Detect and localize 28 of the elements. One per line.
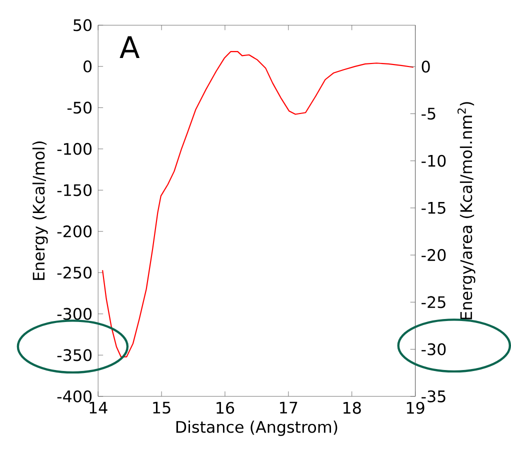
x-tick-label: 14 bbox=[90, 402, 108, 414]
y2-tick-label: -35 bbox=[422, 390, 446, 402]
y2-tick-label: -5 bbox=[422, 108, 436, 120]
y-tick-label: -350 bbox=[57, 349, 92, 362]
x-tick-label: 16 bbox=[216, 402, 234, 414]
annotation: A bbox=[120, 36, 140, 58]
x-tick-label: 17 bbox=[280, 402, 298, 414]
y-tick-label: 0 bbox=[84, 60, 92, 72]
y-tick-label: -50 bbox=[67, 102, 92, 114]
y-tick-label: -300 bbox=[57, 308, 92, 320]
x-tick-label: 18 bbox=[344, 402, 361, 414]
x-tick-label: 19 bbox=[406, 402, 424, 414]
y-tick-label: -100 bbox=[57, 142, 92, 155]
y2-tick-label: -20 bbox=[422, 248, 446, 261]
y2-tick-label: -10 bbox=[422, 154, 446, 167]
x-tick-label: 15 bbox=[153, 402, 170, 414]
y-axis-title: Energy (Kcal/mol) bbox=[32, 141, 48, 280]
y-tick-label: 50 bbox=[74, 19, 92, 32]
x-axis-title: Distance (Angstrom) bbox=[176, 420, 338, 436]
y-tick-label: -150 bbox=[57, 184, 92, 196]
y2-tick-label: -30 bbox=[422, 343, 446, 356]
y2-axis-title: Energy/area (Kcal/mol.nm$^{2}$) bbox=[458, 102, 476, 320]
y2-tick-label: 0 bbox=[422, 60, 430, 73]
y-tick-label: -200 bbox=[57, 225, 92, 238]
y-tick-label: -250 bbox=[57, 266, 92, 279]
y2-tick-label: -25 bbox=[422, 296, 446, 308]
y-tick-label: -400 bbox=[57, 390, 92, 402]
y2-tick-label: -15 bbox=[422, 202, 446, 214]
